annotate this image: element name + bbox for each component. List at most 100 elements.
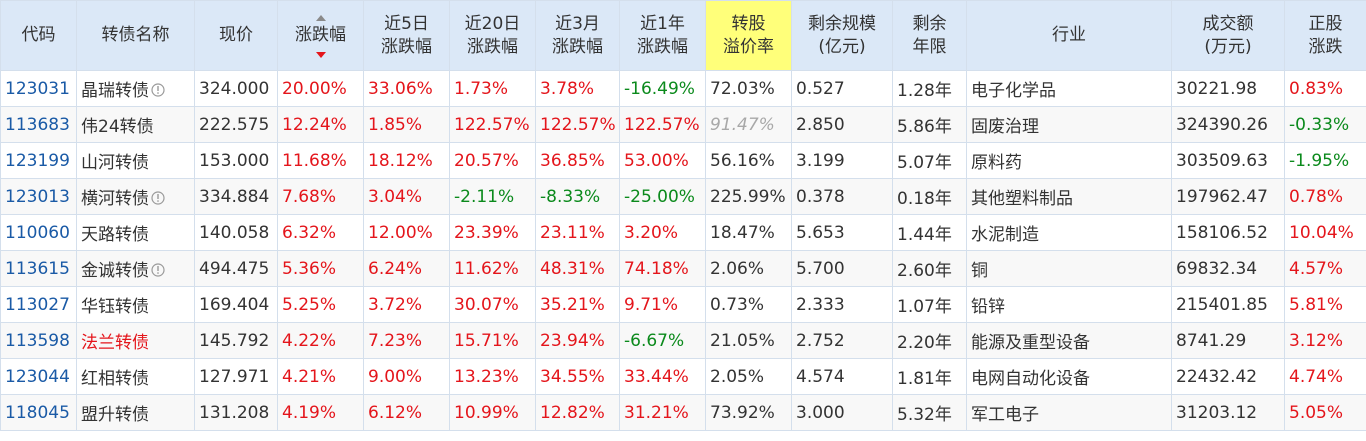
cell-code-value[interactable]: 113027 xyxy=(5,294,70,315)
cell-name-value[interactable]: 晶瑞转债 xyxy=(81,81,149,101)
sort-desc-icon[interactable] xyxy=(315,52,326,58)
cell-code[interactable]: 118045 xyxy=(0,394,77,431)
cell-industry: 铜 xyxy=(966,250,1172,287)
cell-stock_chg-value: -1.95% xyxy=(1289,150,1350,171)
cell-code[interactable]: 113683 xyxy=(0,106,77,143)
column-header-industry[interactable]: 行业 xyxy=(966,0,1172,71)
cell-code[interactable]: 123031 xyxy=(0,70,77,107)
cell-chg-value: 5.25% xyxy=(282,294,337,315)
cell-stock_chg: 4.57% xyxy=(1284,250,1366,287)
cell-price-value: 169.404 xyxy=(199,294,270,315)
cell-code-value[interactable]: 123031 xyxy=(5,78,70,99)
cell-name-value[interactable]: 金诚转债 xyxy=(81,261,149,281)
cell-name[interactable]: 横河转债 xyxy=(76,178,195,215)
cell-chg: 6.32% xyxy=(277,214,364,251)
column-header-volume[interactable]: 成交额 (万元) xyxy=(1171,0,1285,71)
table-row[interactable]: 113598 法兰转债 145.792 4.22% 7.23% 15.71% 23.94% -… xyxy=(0,322,1366,359)
cell-name[interactable]: 盟升转债 xyxy=(76,394,195,431)
column-header-chg5[interactable]: 近5日 涨跌幅 xyxy=(363,0,450,71)
cell-chg20: 15.71% xyxy=(449,322,536,359)
table-row[interactable]: 113027 华钰转债 169.404 5.25% 3.72% 30.07% 35.21% 9… xyxy=(0,286,1366,323)
cell-chg20: 13.23% xyxy=(449,358,536,395)
column-header-stock_chg[interactable]: 正股 涨跌 xyxy=(1284,0,1366,71)
cell-name[interactable]: 金诚转债 xyxy=(76,250,195,287)
cell-industry-value: 电网自动化设备 xyxy=(971,369,1090,389)
sort-asc-icon[interactable] xyxy=(315,15,326,21)
cell-volume-value: 69832.34 xyxy=(1176,258,1258,279)
table-row[interactable]: 113615 金诚转债 494.475 5.36% 6.24% 11.62% 48.31% 7… xyxy=(0,250,1366,287)
info-circle-icon[interactable] xyxy=(151,191,165,205)
cell-code-value[interactable]: 118045 xyxy=(5,402,70,423)
cell-code-value[interactable]: 123013 xyxy=(5,186,70,207)
cell-name-value[interactable]: 山河转债 xyxy=(81,153,149,173)
cell-code[interactable]: 123199 xyxy=(0,142,77,179)
cell-code[interactable]: 123044 xyxy=(0,358,77,395)
cell-price: 494.475 xyxy=(194,250,278,287)
table-header: 代码 转债名称 现价 涨跌幅 近5日 涨跌幅 近20日 涨跌幅 近3月 涨跌幅 近1年 涨跌幅 转股 溢价… xyxy=(0,0,1366,71)
cell-price: 145.792 xyxy=(194,322,278,359)
cell-name[interactable]: 天路转债 xyxy=(76,214,195,251)
cell-premium: 2.06% xyxy=(705,250,792,287)
cell-scale: 5.653 xyxy=(791,214,893,251)
column-header-chg1y[interactable]: 近1年 涨跌幅 xyxy=(619,0,706,71)
cell-name[interactable]: 山河转债 xyxy=(76,142,195,179)
cell-name[interactable]: 伟24转债 xyxy=(76,106,195,143)
cell-code-value[interactable]: 123044 xyxy=(5,366,70,387)
column-header-chg[interactable]: 涨跌幅 xyxy=(277,0,364,71)
cell-industry-value: 其他塑料制品 xyxy=(971,189,1073,209)
table-row[interactable]: 113683 伟24转债 222.575 12.24% 1.85% 122.57% 122.… xyxy=(0,106,1366,143)
cell-name-value[interactable]: 横河转债 xyxy=(81,189,149,209)
cell-chg: 5.25% xyxy=(277,286,364,323)
column-header-price[interactable]: 现价 xyxy=(194,0,278,71)
table-row[interactable]: 123199 山河转债 153.000 11.68% 18.12% 20.57% 36.85… xyxy=(0,142,1366,179)
cell-name-value[interactable]: 伟24转债 xyxy=(81,117,154,137)
cell-premium-value: 18.47% xyxy=(710,222,775,243)
info-circle-icon[interactable] xyxy=(151,263,165,277)
cell-code-value[interactable]: 113615 xyxy=(5,258,70,279)
cell-code-value[interactable]: 113598 xyxy=(5,330,70,351)
cell-name[interactable]: 红相转债 xyxy=(76,358,195,395)
cell-name-value[interactable]: 盟升转债 xyxy=(81,405,149,425)
cell-code-value[interactable]: 110060 xyxy=(5,222,70,243)
cell-chg3m-value: 122.57% xyxy=(540,114,616,135)
cell-chg1y: 3.20% xyxy=(619,214,706,251)
info-circle-icon[interactable] xyxy=(151,83,165,97)
column-header-premium[interactable]: 转股 溢价率 xyxy=(705,0,792,71)
cell-years-value: 2.20年 xyxy=(897,333,952,353)
cell-name-value[interactable]: 华钰转债 xyxy=(81,297,149,317)
cell-code-value[interactable]: 123199 xyxy=(5,150,70,171)
cell-industry: 电网自动化设备 xyxy=(966,358,1172,395)
cell-name-value[interactable]: 红相转债 xyxy=(81,369,149,389)
cell-code[interactable]: 110060 xyxy=(0,214,77,251)
cell-code[interactable]: 113615 xyxy=(0,250,77,287)
column-header-chg3m[interactable]: 近3月 涨跌幅 xyxy=(535,0,620,71)
column-header-scale[interactable]: 剩余规模 (亿元) xyxy=(791,0,893,71)
table-body: 123031 晶瑞转债 324.000 20.00% 33.06% 1.73% 3.78% -… xyxy=(0,70,1366,431)
cell-industry-value: 固废治理 xyxy=(971,117,1039,137)
cell-chg20-value: 30.07% xyxy=(454,294,519,315)
cell-chg: 7.68% xyxy=(277,178,364,215)
cell-code-value[interactable]: 113683 xyxy=(5,114,70,135)
cell-chg20: 122.57% xyxy=(449,106,536,143)
cell-code[interactable]: 123013 xyxy=(0,178,77,215)
table-row[interactable]: 123031 晶瑞转债 324.000 20.00% 33.06% 1.73% 3.78% -… xyxy=(0,70,1366,107)
cell-code[interactable]: 113598 xyxy=(0,322,77,359)
column-header-name[interactable]: 转债名称 xyxy=(76,0,195,71)
convertible-bond-table: 代码 转债名称 现价 涨跌幅 近5日 涨跌幅 近20日 涨跌幅 近3月 涨跌幅 近1年 涨跌幅 转股 溢价… xyxy=(0,0,1366,431)
column-header-code[interactable]: 代码 xyxy=(0,0,77,71)
table-row[interactable]: 123044 红相转债 127.971 4.21% 9.00% 13.23% 34.55% 3… xyxy=(0,358,1366,395)
cell-chg5: 18.12% xyxy=(363,142,450,179)
cell-name[interactable]: 华钰转债 xyxy=(76,286,195,323)
cell-name-value[interactable]: 法兰转债 xyxy=(81,333,149,353)
column-header-chg20[interactable]: 近20日 涨跌幅 xyxy=(449,0,536,71)
table-row[interactable]: 110060 天路转债 140.058 6.32% 12.00% 23.39% 23.11%… xyxy=(0,214,1366,251)
table-row[interactable]: 118045 盟升转债 131.208 4.19% 6.12% 10.99% 12.82% 3… xyxy=(0,394,1366,431)
cell-name-value[interactable]: 天路转债 xyxy=(81,225,149,245)
column-header-years[interactable]: 剩余 年限 xyxy=(892,0,967,71)
cell-name[interactable]: 法兰转债 xyxy=(76,322,195,359)
cell-code[interactable]: 113027 xyxy=(0,286,77,323)
cell-chg20-value: 13.23% xyxy=(454,366,519,387)
table-row[interactable]: 123013 横河转债 334.884 7.68% 3.04% -2.11% -8.33% -… xyxy=(0,178,1366,215)
cell-premium-value: 56.16% xyxy=(710,150,775,171)
cell-name[interactable]: 晶瑞转债 xyxy=(76,70,195,107)
